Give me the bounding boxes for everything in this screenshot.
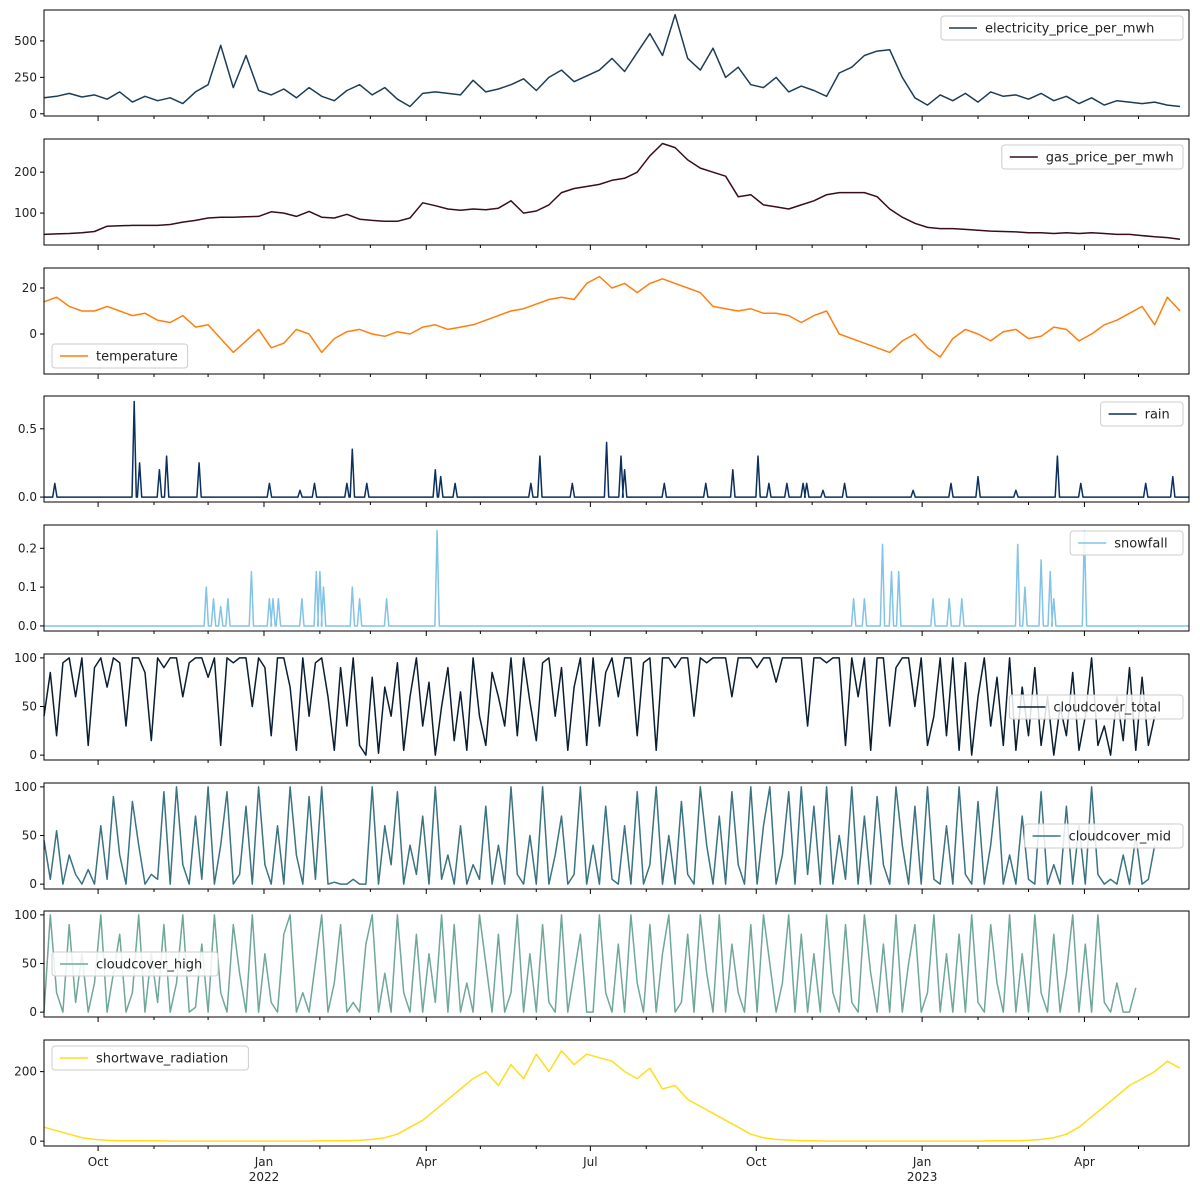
y-tick-label: 100 <box>14 206 37 220</box>
y-tick-label: 0.0 <box>18 490 37 504</box>
y-tick-label: 50 <box>22 700 37 714</box>
x-tick-label: Jul <box>582 1155 597 1169</box>
y-tick-label: 0 <box>29 327 37 341</box>
y-tick-label: 0 <box>29 107 37 121</box>
y-tick-label: 0 <box>29 1134 37 1148</box>
y-tick-label: 50 <box>22 829 37 843</box>
legend-label: rain <box>1145 408 1170 423</box>
axes-frame <box>43 395 1190 503</box>
legend: cloudcover_high <box>51 951 219 977</box>
legend: shortwave_radiation <box>51 1045 249 1071</box>
legend-label: gas_price_per_mwh <box>1046 151 1174 166</box>
legend: temperature <box>51 343 189 369</box>
legend-label: cloudcover_total <box>1053 701 1161 716</box>
y-tick-label: 250 <box>14 70 37 84</box>
series-line-temperature <box>43 275 1181 358</box>
legend-box <box>51 951 219 977</box>
legend: rain <box>1100 401 1184 427</box>
series-line-snowfall <box>44 530 1189 627</box>
axes-frame <box>43 267 1190 375</box>
y-tick-label: 200 <box>14 1065 37 1079</box>
subplot-cloudcover-high: 0 50 100 cloudcover_high <box>14 908 1190 1022</box>
y-tick-label: 100 <box>14 651 37 665</box>
subplot-cloudcover-mid: 0 50 100 cloudcover_mid <box>14 780 1190 894</box>
legend-box <box>51 343 189 369</box>
legend-box <box>51 1045 249 1071</box>
legend-label: snowfall <box>1114 537 1167 552</box>
x-tick-label: Oct <box>746 1155 767 1169</box>
y-tick-label: 500 <box>14 34 37 48</box>
y-tick-label: 0.5 <box>18 422 37 436</box>
series-line-cloudcover-total <box>43 657 1156 756</box>
y-tick-label: 100 <box>14 780 37 794</box>
axes-frame <box>43 524 1190 632</box>
legend: cloudcover_total <box>1008 694 1184 720</box>
legend: electricity_price_per_mwh <box>940 15 1184 41</box>
subplot-rain: 0.0 0.5 rain <box>18 395 1190 507</box>
legend-box <box>1024 823 1184 849</box>
y-tick-label: 0 <box>29 877 37 891</box>
legend-box <box>1069 530 1184 556</box>
legend-label: cloudcover_high <box>96 958 202 973</box>
subplot-shortwave-radiation: 0 200 shortwave_radiation <box>14 1039 1190 1151</box>
legend-box <box>940 15 1184 41</box>
legend-box <box>1100 401 1184 427</box>
subplot-gas-price-per-mwh: 100 200 gas_price_per_mwh <box>14 138 1190 250</box>
legend-label: shortwave_radiation <box>96 1052 228 1067</box>
y-tick-label: 0.1 <box>18 580 37 594</box>
y-tick-label: 200 <box>14 165 37 179</box>
x-tick-label: Jan <box>912 1155 932 1169</box>
series-line-gas-price-per-mwh <box>43 142 1181 241</box>
axes-frame <box>43 1039 1190 1147</box>
x-tick-year-label: 2022 <box>249 1170 280 1184</box>
subplot-electricity-price-per-mwh: 0 250 500 electricity_price_per_mwh <box>14 9 1190 121</box>
legend: cloudcover_mid <box>1024 823 1184 849</box>
y-tick-label: 50 <box>22 957 37 971</box>
x-tick-label: Oct <box>88 1155 109 1169</box>
legend: gas_price_per_mwh <box>1001 144 1184 170</box>
y-tick-label: 0 <box>29 1005 37 1019</box>
series-line-shortwave-radiation <box>43 1050 1181 1142</box>
y-tick-label: 100 <box>14 908 37 922</box>
subplot-temperature: 0 20 temperature <box>22 267 1190 379</box>
axes-frame <box>43 9 1190 117</box>
x-tick-label: Jan <box>254 1155 274 1169</box>
axes-frame <box>43 138 1190 246</box>
series-line-electricity-price-per-mwh <box>43 13 1181 108</box>
y-tick-label: 0 <box>29 748 37 762</box>
y-tick-label: 0.0 <box>18 619 37 633</box>
y-tick-label: 0.2 <box>18 541 37 555</box>
series-line-rain <box>44 400 1189 498</box>
legend-label: cloudcover_mid <box>1069 830 1171 845</box>
subplot-snowfall: 0.0 0.1 0.2 snowfall <box>18 524 1190 636</box>
legend-box <box>1001 144 1184 170</box>
series-line-cloudcover-high <box>43 914 1137 1013</box>
x-tick-label: Apr <box>416 1155 437 1169</box>
y-tick-label: 20 <box>22 281 37 295</box>
x-tick-label: Apr <box>1074 1155 1095 1169</box>
legend-label: electricity_price_per_mwh <box>985 22 1154 37</box>
x-tick-year-label: 2023 <box>907 1170 938 1184</box>
legend-box <box>1008 694 1184 720</box>
legend: snowfall <box>1069 530 1184 556</box>
subplot-cloudcover-total: 0 50 100 cloudcover_total <box>14 651 1190 765</box>
legend-label: temperature <box>96 350 178 365</box>
series-line-cloudcover-mid <box>43 786 1156 885</box>
